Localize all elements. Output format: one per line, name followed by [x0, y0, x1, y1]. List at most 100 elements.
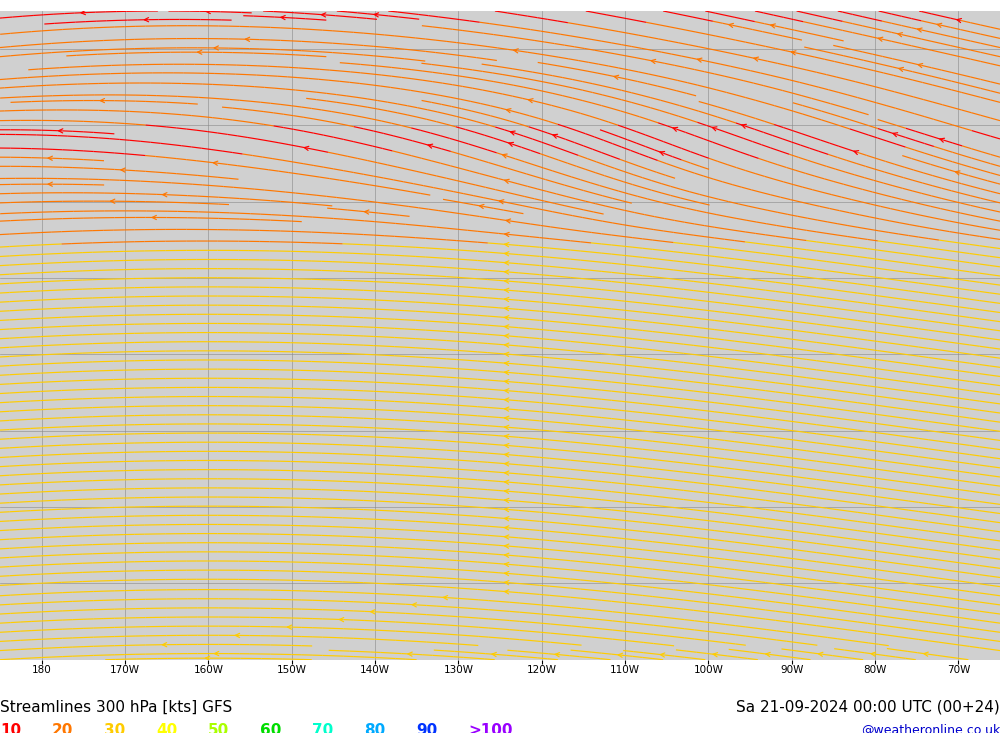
FancyArrowPatch shape: [505, 334, 509, 338]
FancyArrowPatch shape: [505, 435, 509, 438]
FancyArrowPatch shape: [505, 325, 509, 329]
FancyArrowPatch shape: [505, 507, 509, 512]
FancyArrowPatch shape: [505, 489, 509, 493]
Text: 70: 70: [312, 723, 333, 733]
Text: 90: 90: [416, 723, 437, 733]
FancyArrowPatch shape: [673, 128, 678, 131]
FancyArrowPatch shape: [505, 380, 509, 384]
FancyArrowPatch shape: [505, 352, 509, 356]
FancyArrowPatch shape: [871, 652, 876, 656]
Text: 40: 40: [156, 723, 177, 733]
FancyArrowPatch shape: [505, 480, 509, 485]
FancyArrowPatch shape: [819, 652, 823, 656]
FancyArrowPatch shape: [215, 652, 219, 655]
FancyArrowPatch shape: [505, 453, 509, 457]
FancyArrowPatch shape: [555, 652, 560, 657]
FancyArrowPatch shape: [59, 129, 63, 133]
FancyArrowPatch shape: [506, 108, 511, 113]
FancyArrowPatch shape: [365, 210, 369, 214]
FancyArrowPatch shape: [121, 168, 125, 172]
FancyArrowPatch shape: [505, 243, 509, 247]
FancyArrowPatch shape: [162, 643, 167, 647]
FancyArrowPatch shape: [505, 471, 509, 475]
FancyArrowPatch shape: [742, 125, 746, 128]
FancyArrowPatch shape: [505, 306, 509, 311]
FancyArrowPatch shape: [281, 15, 285, 20]
FancyArrowPatch shape: [712, 127, 717, 130]
FancyArrowPatch shape: [163, 193, 167, 197]
FancyArrowPatch shape: [428, 144, 433, 148]
FancyArrowPatch shape: [955, 171, 960, 175]
FancyArrowPatch shape: [371, 610, 375, 614]
Text: @weatheronline.co.uk: @weatheronline.co.uk: [861, 723, 1000, 733]
Text: 60: 60: [260, 723, 281, 733]
FancyArrowPatch shape: [245, 37, 250, 41]
FancyArrowPatch shape: [505, 388, 509, 393]
FancyArrowPatch shape: [893, 133, 898, 136]
FancyArrowPatch shape: [899, 67, 904, 71]
FancyArrowPatch shape: [957, 18, 962, 23]
FancyArrowPatch shape: [614, 75, 619, 79]
Text: 10: 10: [0, 723, 21, 733]
FancyArrowPatch shape: [506, 219, 511, 223]
FancyArrowPatch shape: [529, 99, 533, 103]
FancyArrowPatch shape: [618, 653, 623, 658]
FancyArrowPatch shape: [304, 147, 309, 150]
FancyArrowPatch shape: [940, 139, 945, 142]
FancyArrowPatch shape: [505, 581, 509, 585]
FancyArrowPatch shape: [505, 251, 509, 256]
FancyArrowPatch shape: [766, 652, 770, 657]
Text: >100: >100: [468, 723, 512, 733]
FancyArrowPatch shape: [505, 279, 509, 283]
FancyArrowPatch shape: [553, 134, 558, 139]
FancyArrowPatch shape: [505, 517, 509, 521]
FancyArrowPatch shape: [713, 652, 718, 657]
FancyArrowPatch shape: [213, 161, 218, 165]
FancyArrowPatch shape: [48, 182, 52, 186]
FancyArrowPatch shape: [771, 24, 775, 28]
Text: Sa 21-09-2024 00:00 UTC (00+24): Sa 21-09-2024 00:00 UTC (00+24): [736, 700, 1000, 715]
FancyArrowPatch shape: [918, 28, 922, 32]
FancyArrowPatch shape: [651, 59, 656, 64]
FancyArrowPatch shape: [443, 596, 448, 600]
FancyArrowPatch shape: [111, 199, 115, 203]
Text: Streamlines 300 hPa [kts] GFS: Streamlines 300 hPa [kts] GFS: [0, 700, 232, 715]
FancyArrowPatch shape: [937, 23, 942, 27]
FancyArrowPatch shape: [918, 64, 923, 67]
FancyArrowPatch shape: [374, 12, 379, 17]
FancyArrowPatch shape: [505, 361, 509, 366]
FancyArrowPatch shape: [235, 633, 240, 638]
FancyArrowPatch shape: [505, 261, 509, 265]
FancyArrowPatch shape: [729, 23, 733, 27]
FancyArrowPatch shape: [48, 156, 52, 161]
FancyArrowPatch shape: [480, 205, 484, 209]
FancyArrowPatch shape: [505, 316, 509, 320]
FancyArrowPatch shape: [878, 37, 883, 41]
FancyArrowPatch shape: [505, 407, 509, 411]
FancyArrowPatch shape: [898, 33, 902, 37]
FancyArrowPatch shape: [214, 46, 218, 50]
FancyArrowPatch shape: [505, 553, 509, 557]
FancyArrowPatch shape: [505, 370, 509, 375]
FancyArrowPatch shape: [505, 298, 509, 301]
FancyArrowPatch shape: [499, 199, 504, 204]
FancyArrowPatch shape: [144, 18, 149, 22]
FancyArrowPatch shape: [660, 653, 665, 657]
FancyArrowPatch shape: [505, 498, 509, 503]
FancyArrowPatch shape: [505, 535, 509, 539]
FancyArrowPatch shape: [505, 462, 509, 466]
FancyArrowPatch shape: [511, 131, 515, 135]
FancyArrowPatch shape: [492, 652, 496, 657]
FancyArrowPatch shape: [505, 288, 509, 292]
FancyArrowPatch shape: [81, 10, 85, 15]
FancyArrowPatch shape: [505, 544, 509, 548]
FancyArrowPatch shape: [408, 652, 412, 656]
FancyArrowPatch shape: [287, 625, 292, 629]
FancyArrowPatch shape: [505, 526, 509, 530]
FancyArrowPatch shape: [924, 652, 928, 656]
FancyArrowPatch shape: [152, 216, 156, 220]
FancyArrowPatch shape: [503, 154, 507, 158]
FancyArrowPatch shape: [505, 590, 509, 594]
FancyArrowPatch shape: [514, 49, 518, 53]
FancyArrowPatch shape: [854, 150, 859, 155]
